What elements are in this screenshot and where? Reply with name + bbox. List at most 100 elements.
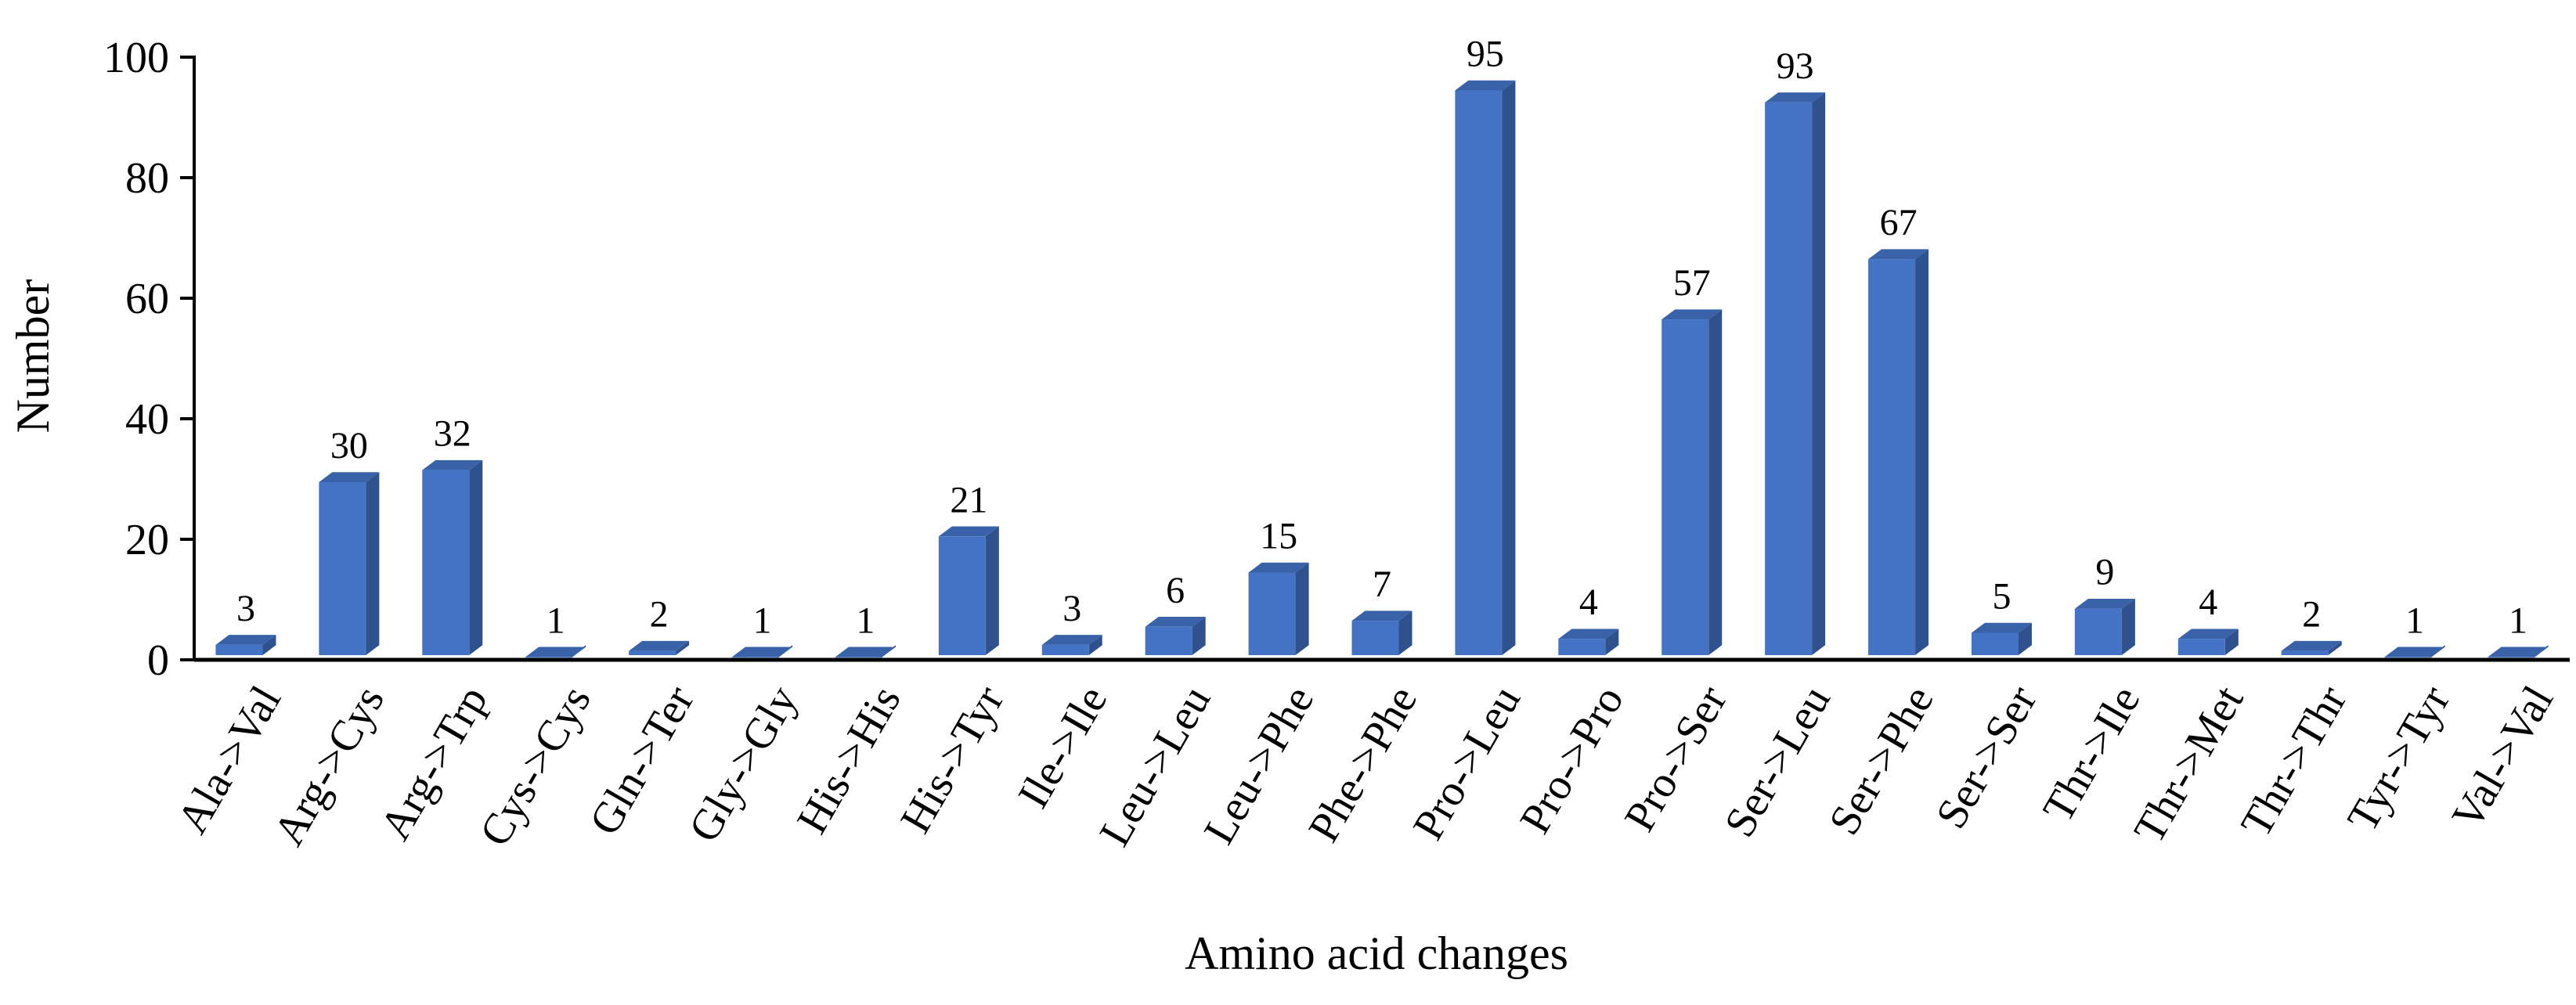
bar-top bbox=[1558, 629, 1619, 639]
data-label: 3 bbox=[1063, 588, 1081, 629]
bar-top bbox=[1145, 617, 1206, 627]
y-tick-label: 20 bbox=[125, 516, 169, 564]
bar-top bbox=[2384, 647, 2445, 657]
x-axis-title: Amino acid changes bbox=[1185, 928, 1568, 979]
y-tick-label: 60 bbox=[125, 275, 169, 323]
bar bbox=[1248, 572, 1296, 655]
bar-top bbox=[319, 472, 380, 482]
bar-top bbox=[1661, 309, 1723, 320]
bar-side bbox=[2224, 629, 2239, 655]
bar bbox=[2074, 608, 2122, 655]
data-label: 95 bbox=[1467, 34, 1504, 75]
bar-side bbox=[985, 526, 999, 655]
bar-side bbox=[1915, 249, 1929, 656]
bar bbox=[215, 644, 263, 655]
bar-side bbox=[1605, 629, 1619, 655]
data-label: 9 bbox=[2095, 552, 2114, 593]
data-label: 1 bbox=[2509, 600, 2527, 641]
data-label: 93 bbox=[1777, 45, 1814, 87]
bar bbox=[1765, 102, 1813, 655]
x-axis: Ala->ValArg->CysArg->TrpCys->CysGln->Ter… bbox=[168, 657, 2570, 855]
bar bbox=[1351, 621, 1399, 655]
y-tick-label: 0 bbox=[147, 636, 169, 685]
bar-top bbox=[215, 635, 276, 645]
data-label: 4 bbox=[1579, 582, 1598, 623]
data-label: 3 bbox=[236, 588, 255, 629]
data-label: 5 bbox=[1992, 576, 2011, 618]
bar-side bbox=[2121, 598, 2135, 655]
data-label: 2 bbox=[2302, 594, 2321, 636]
bar bbox=[1661, 319, 1709, 655]
x-tick-label: Ile->Ile bbox=[1009, 678, 1117, 816]
bar bbox=[1971, 632, 2019, 655]
bar-side bbox=[366, 472, 380, 655]
bar-side bbox=[1295, 562, 1309, 655]
bar-side bbox=[1192, 617, 1206, 655]
y-tick-label: 100 bbox=[103, 34, 169, 82]
data-label: 1 bbox=[547, 600, 565, 641]
bar-top bbox=[1868, 249, 1929, 260]
bar bbox=[1558, 639, 1606, 655]
bar-top bbox=[1971, 622, 2032, 633]
bar-side bbox=[1502, 80, 1516, 655]
bar bbox=[938, 536, 986, 655]
bar bbox=[1455, 90, 1503, 655]
bar-top bbox=[938, 526, 999, 537]
data-label: 1 bbox=[753, 600, 772, 641]
bar-side bbox=[1708, 309, 1723, 655]
bar-top bbox=[1351, 611, 1412, 621]
data-label: 2 bbox=[650, 594, 669, 636]
bar bbox=[2281, 650, 2329, 655]
bar-top bbox=[1765, 92, 1826, 103]
y-tick-label: 80 bbox=[125, 154, 169, 203]
bar-top bbox=[422, 459, 483, 470]
data-label: 30 bbox=[330, 425, 368, 466]
bar-top bbox=[1041, 635, 1102, 645]
bar-side bbox=[2328, 640, 2342, 655]
x-tick-label: Val->Val bbox=[2443, 678, 2563, 838]
bar-top bbox=[2177, 629, 2239, 639]
data-label: 6 bbox=[1166, 570, 1185, 611]
bar bbox=[2177, 639, 2225, 655]
bar-top bbox=[835, 647, 896, 657]
bar-side bbox=[1398, 611, 1412, 655]
bar-top bbox=[1455, 80, 1516, 91]
data-label: 32 bbox=[434, 413, 471, 455]
bar-side bbox=[2018, 622, 2032, 655]
bar-top bbox=[1248, 562, 1309, 573]
bar-side bbox=[1812, 92, 1826, 655]
bar bbox=[319, 482, 366, 655]
bar bbox=[629, 650, 676, 655]
x-tick-label: Thr->Ile bbox=[2033, 678, 2149, 830]
bars-group bbox=[215, 80, 2549, 658]
data-label: 21 bbox=[950, 479, 987, 521]
bar-side bbox=[469, 459, 483, 655]
bar-side bbox=[262, 635, 276, 655]
data-label: 57 bbox=[1673, 262, 1711, 304]
y-axis-title: Number bbox=[7, 279, 59, 434]
data-label: 15 bbox=[1260, 516, 1297, 557]
bar-top bbox=[2281, 640, 2342, 651]
bar bbox=[1868, 259, 1916, 655]
x-tick-label: Tyr->Tyr bbox=[2338, 678, 2459, 840]
y-tick-label: 40 bbox=[125, 395, 169, 444]
data-label: 67 bbox=[1880, 202, 1918, 243]
data-label: 4 bbox=[2199, 582, 2217, 623]
bar-side bbox=[676, 640, 690, 655]
bar-top bbox=[629, 640, 690, 651]
data-label: 1 bbox=[856, 600, 875, 641]
bar bbox=[422, 470, 470, 655]
bar-top bbox=[525, 647, 586, 657]
x-tick-label: Ser->Ser bbox=[1927, 678, 2047, 837]
bar-top bbox=[2074, 598, 2135, 609]
bar-top bbox=[2488, 647, 2549, 657]
bar-top bbox=[732, 647, 793, 657]
data-label: 1 bbox=[2405, 600, 2424, 641]
bar bbox=[1041, 644, 1089, 655]
data-label: 7 bbox=[1373, 564, 1391, 605]
bar-side bbox=[1088, 635, 1102, 655]
y-axis: 0 20 40 60 80 100 bbox=[103, 34, 196, 685]
bar bbox=[1145, 626, 1192, 655]
